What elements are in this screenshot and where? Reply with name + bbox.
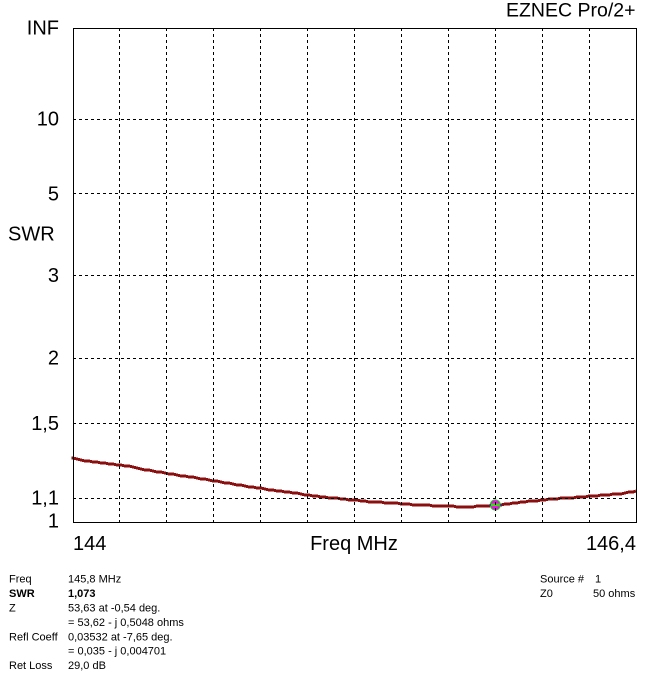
svg-text:= 53,62 - j 0,5048 ohms: = 53,62 - j 0,5048 ohms [68, 617, 184, 629]
svg-text:1: 1 [595, 574, 601, 586]
svg-text:144: 144 [73, 533, 106, 555]
svg-text:5: 5 [48, 184, 59, 206]
svg-text:= 0,035 - j 0,004701: = 0,035 - j 0,004701 [68, 646, 166, 658]
svg-text:3: 3 [48, 265, 59, 287]
svg-text:0,03532 at -7,65 deg.: 0,03532 at -7,65 deg. [68, 631, 173, 643]
svg-text:Source #: Source # [540, 574, 585, 586]
svg-text:INF: INF [27, 18, 59, 40]
svg-text:1,073: 1,073 [68, 588, 96, 600]
svg-text:29,0 dB: 29,0 dB [68, 660, 106, 672]
svg-text:1,5: 1,5 [31, 413, 59, 435]
svg-text:Z: Z [9, 603, 16, 615]
svg-text:SWR: SWR [8, 224, 55, 246]
svg-text:50 ohms: 50 ohms [593, 588, 636, 600]
svg-text:Freq: Freq [9, 574, 32, 586]
svg-text:SWR: SWR [9, 588, 35, 600]
svg-text:EZNEC Pro/2+: EZNEC Pro/2+ [506, 0, 636, 22]
svg-text:53,63 at -0,54 deg.: 53,63 at -0,54 deg. [68, 603, 160, 615]
svg-text:Freq MHz: Freq MHz [310, 533, 398, 555]
svg-text:1: 1 [48, 511, 59, 533]
svg-text:146,4: 146,4 [586, 533, 636, 555]
svg-text:Ret Loss: Ret Loss [9, 660, 53, 672]
svg-text:1,1: 1,1 [31, 487, 59, 509]
svg-text:Refl Coeff: Refl Coeff [9, 631, 59, 643]
svg-text:10: 10 [37, 109, 59, 131]
svg-text:Z0: Z0 [540, 588, 553, 600]
svg-text:2: 2 [48, 348, 59, 370]
svg-text:145,8 MHz: 145,8 MHz [68, 574, 121, 586]
